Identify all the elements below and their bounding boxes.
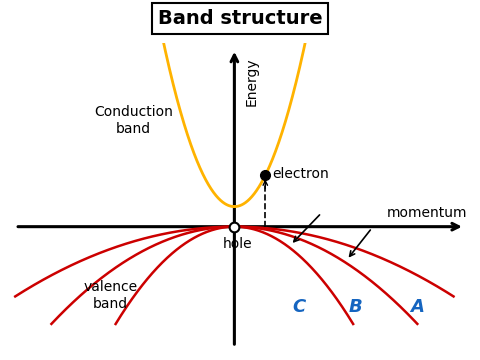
Text: C: C — [292, 297, 306, 315]
Text: Band structure: Band structure — [158, 9, 322, 28]
Text: momentum: momentum — [387, 206, 468, 220]
Text: Conduction
band: Conduction band — [94, 105, 173, 136]
Text: A: A — [410, 297, 424, 315]
Text: B: B — [348, 297, 362, 315]
Text: hole: hole — [222, 237, 252, 251]
Text: Energy: Energy — [244, 58, 259, 106]
Text: electron: electron — [272, 167, 329, 181]
Text: valence
band: valence band — [84, 280, 138, 311]
